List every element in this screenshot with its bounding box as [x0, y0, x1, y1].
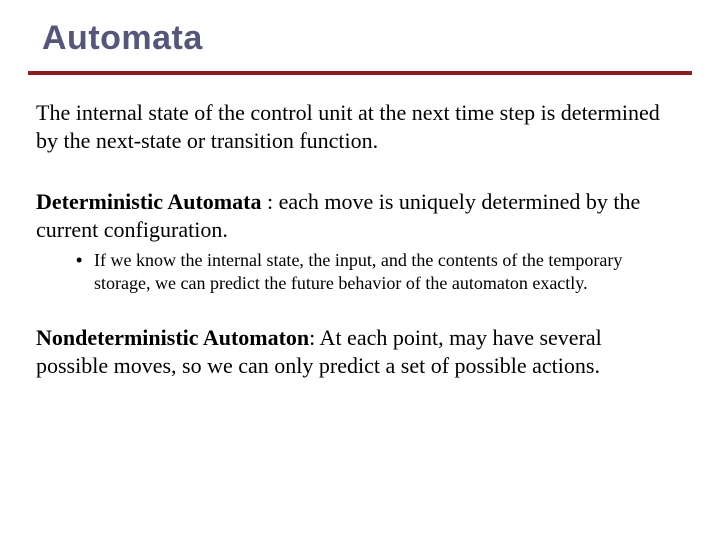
slide-body: The internal state of the control unit a…: [0, 75, 720, 379]
slide-title: Automata: [0, 0, 720, 65]
bullet-text: If we know the internal state, the input…: [94, 249, 678, 294]
deterministic-bullets: • If we know the internal state, the inp…: [36, 249, 678, 294]
intro-paragraph: The internal state of the control unit a…: [36, 99, 678, 154]
deterministic-paragraph: Deterministic Automata : each move is un…: [36, 188, 678, 243]
list-item: • If we know the internal state, the inp…: [76, 249, 678, 294]
deterministic-heading: Deterministic Automata: [36, 189, 261, 214]
nondeterministic-heading: Nondeterministic Automaton: [36, 325, 309, 350]
bullet-icon: •: [76, 249, 94, 272]
slide: Automata The internal state of the contr…: [0, 0, 720, 540]
nondeterministic-paragraph: Nondeterministic Automaton: At each poin…: [36, 324, 678, 379]
